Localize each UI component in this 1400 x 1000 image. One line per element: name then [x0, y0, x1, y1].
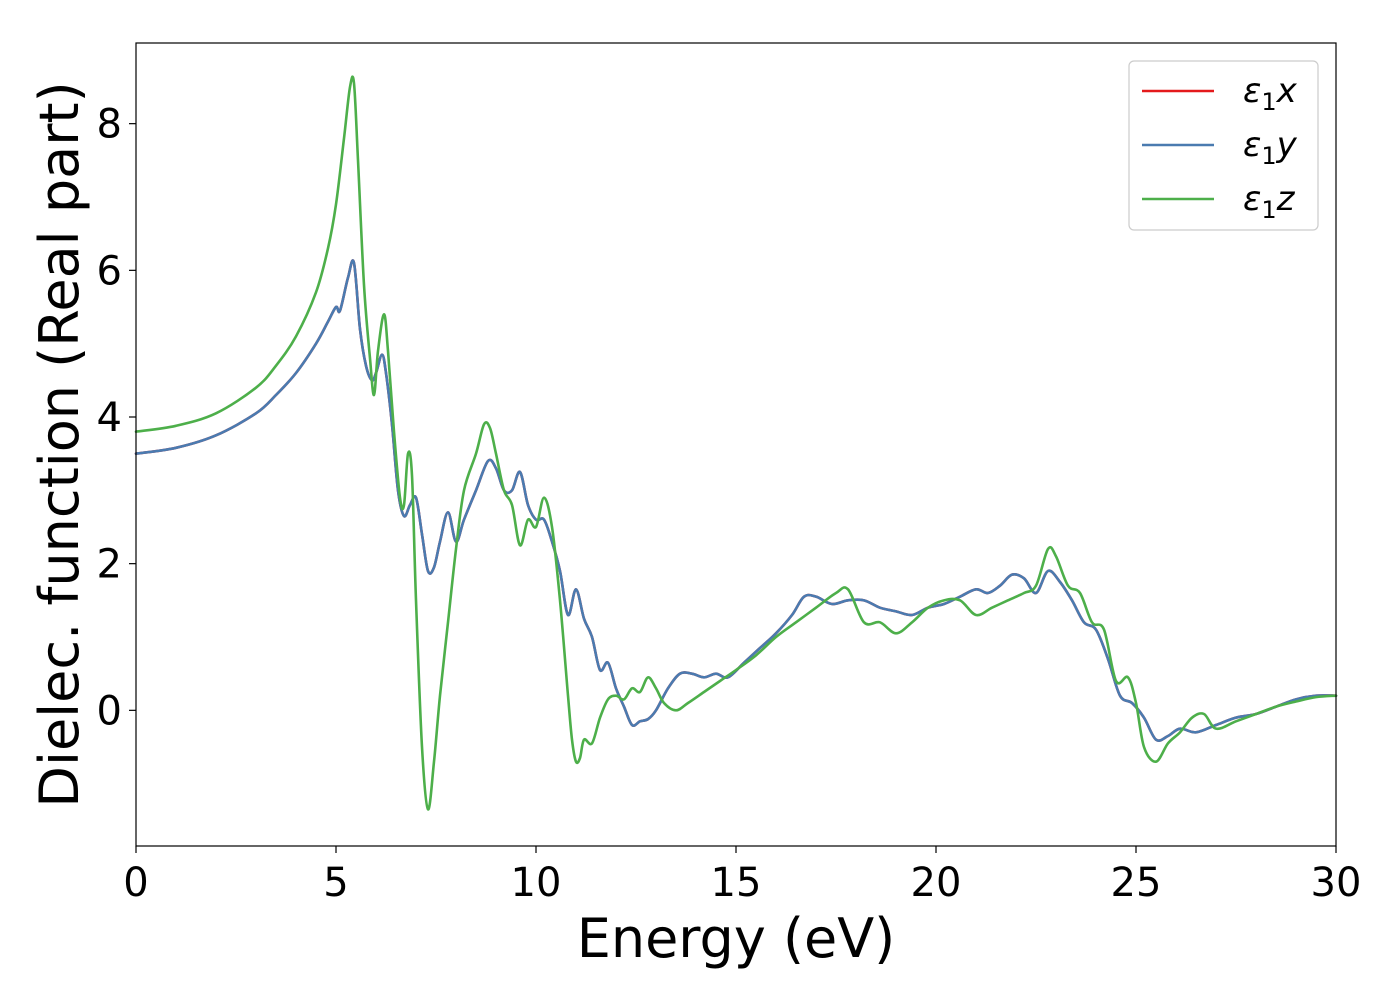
x-tick-label: 30	[1311, 860, 1362, 906]
legend-label-z: ε1z	[1243, 179, 1296, 224]
legend-label-y: ε1y	[1243, 125, 1298, 170]
y-tick-label: 2	[97, 542, 122, 588]
legend-label-x: ε1x	[1243, 71, 1298, 116]
x-tick-label: 25	[1111, 860, 1162, 906]
series-line-y	[134, 259, 1338, 742]
y-tick-label: 0	[97, 688, 122, 734]
y-tick-label: 6	[97, 248, 122, 294]
legend-box	[1128, 60, 1319, 231]
x-tick-label: 5	[323, 860, 348, 906]
x-tick-label: 0	[123, 860, 148, 906]
y-tick-label: 8	[97, 102, 122, 148]
x-tick-label: 20	[911, 860, 962, 906]
y-tick-label: 4	[97, 395, 122, 441]
x-axis-title: Energy (eV)	[577, 907, 896, 970]
x-tick-label: 10	[511, 860, 562, 906]
series-layer	[134, 75, 1338, 811]
y-axis-ticks: 0 2 4 6 8	[97, 102, 136, 734]
y-axis-title: Dielec. function (Real part)	[28, 81, 91, 807]
x-axis-ticks: 0 5 10 15 20 25 30	[123, 846, 1361, 906]
legend: ε1x ε1y ε1z	[1128, 60, 1319, 231]
series-line-z	[134, 75, 1338, 811]
x-tick-label: 15	[711, 860, 762, 906]
